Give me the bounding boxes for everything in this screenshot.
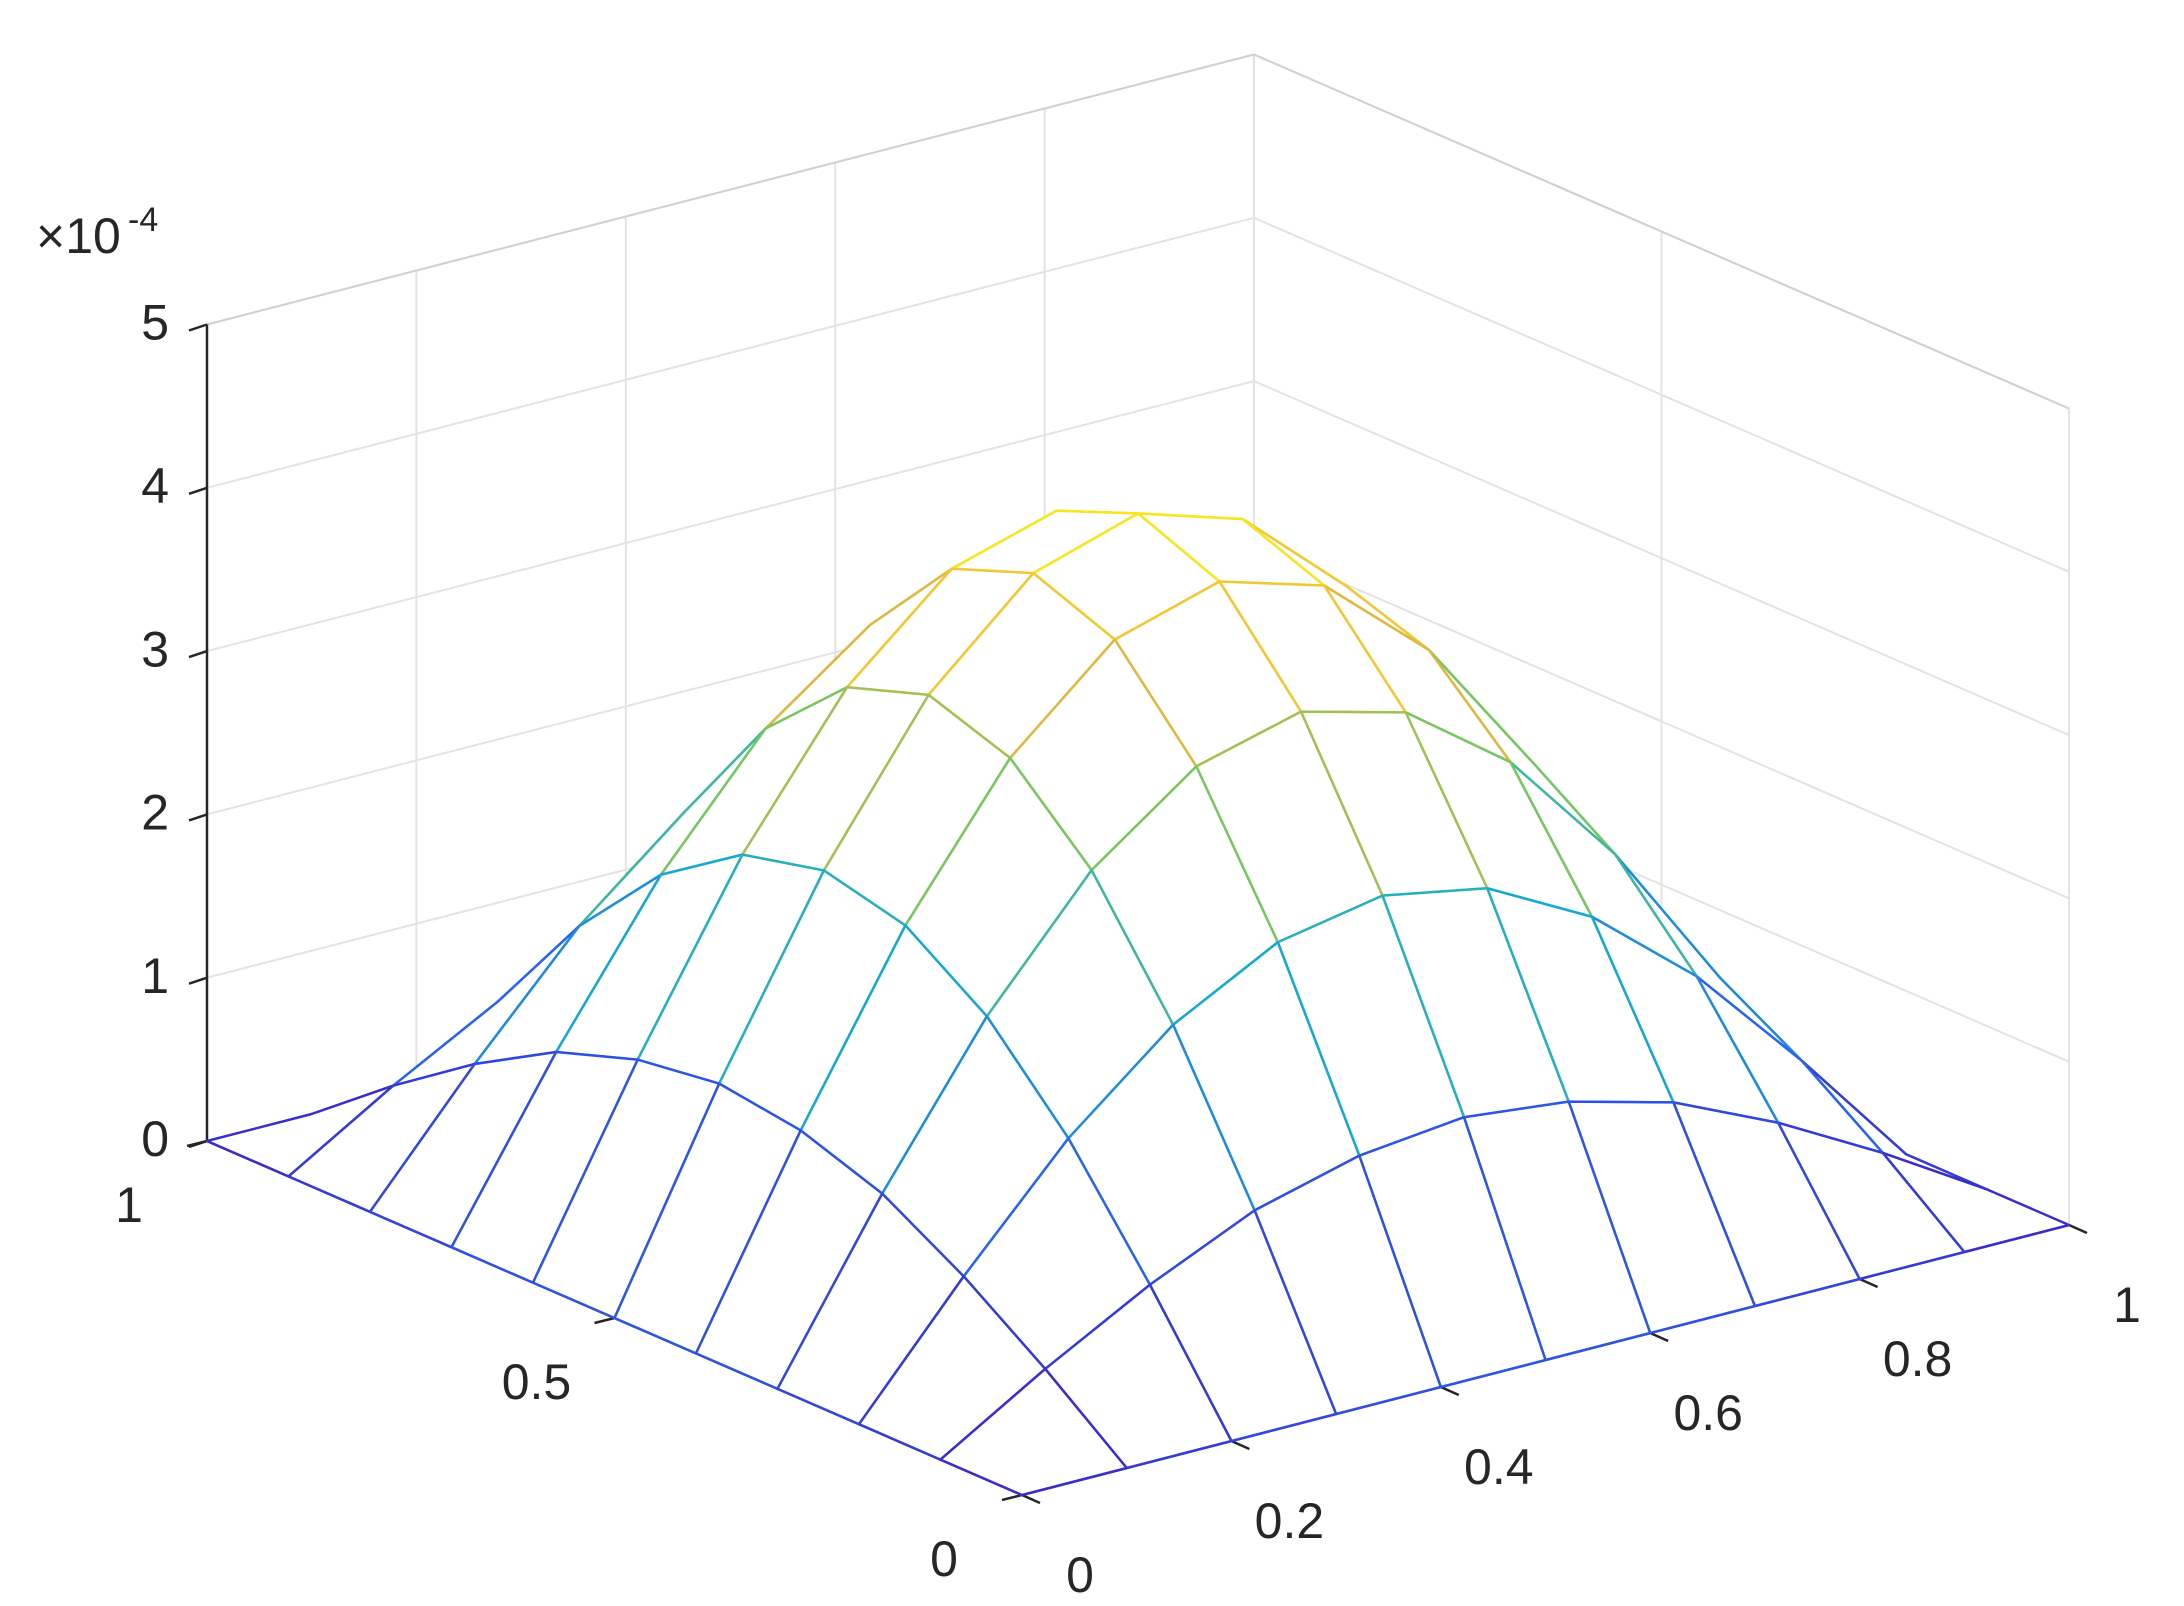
grid-line — [206, 380, 1255, 653]
y-tick-label: 0.5 — [502, 1354, 572, 1410]
y-tick-label: 1 — [115, 1177, 143, 1233]
z-tick-label: 1 — [141, 948, 169, 1004]
z-tick-label: 0 — [141, 1111, 169, 1167]
tick-mark — [1649, 1331, 1669, 1343]
mesh-cell — [939, 1367, 1128, 1497]
tick-mark — [1021, 1493, 1041, 1505]
box-edge — [206, 53, 1255, 326]
tick-mark — [186, 1139, 208, 1148]
tick-mark — [1230, 1439, 1250, 1451]
x-tick-label: 0.2 — [1255, 1493, 1325, 1549]
z-tick-label: 5 — [141, 295, 169, 351]
tick-mark — [188, 649, 208, 659]
tick-mark — [188, 813, 208, 822]
tick-mark — [1859, 1277, 1879, 1289]
box-edge — [1253, 53, 2070, 410]
x-tick-label: 0.8 — [1883, 1331, 1953, 1387]
z-tick-label: 2 — [141, 785, 169, 841]
x-tick-label: 1 — [2113, 1277, 2141, 1333]
z-scale-label: ×10 — [36, 208, 121, 264]
z-scale-exponent: -4 — [128, 201, 158, 239]
tick-mark — [188, 486, 208, 495]
tick-mark — [188, 323, 208, 332]
y-tick-label: 0 — [930, 1531, 958, 1587]
tick-mark — [2068, 1223, 2088, 1235]
grid-line — [206, 216, 1255, 489]
z-tick-label: 3 — [141, 621, 169, 677]
tick-mark — [1001, 1493, 1023, 1502]
x-tick-label: 0 — [1066, 1547, 1094, 1603]
x-tick-label: 0.4 — [1464, 1439, 1534, 1495]
tick-mark — [594, 1316, 615, 1325]
tick-mark — [1440, 1385, 1460, 1397]
x-tick-label: 0.6 — [1673, 1385, 1743, 1441]
z-tick-label: 4 — [141, 458, 169, 514]
tick-mark — [188, 976, 208, 985]
